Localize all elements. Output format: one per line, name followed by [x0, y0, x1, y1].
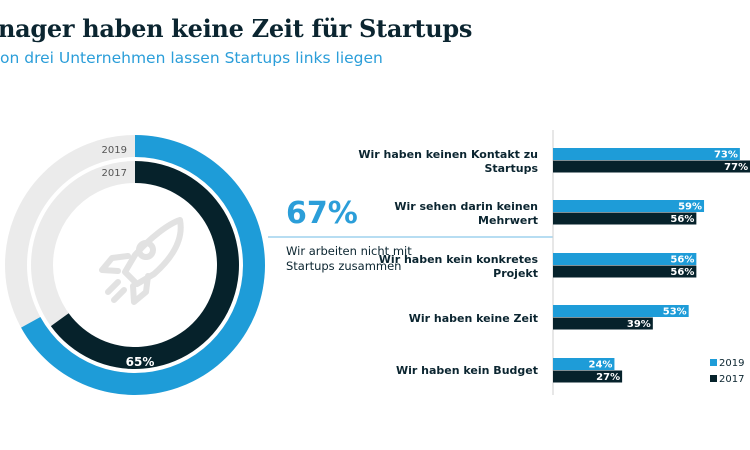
category-label: Wir haben kein Budget — [395, 364, 538, 377]
bar-value-label: 56% — [670, 255, 694, 266]
bar-2019 — [553, 305, 689, 317]
bar-2017 — [553, 370, 623, 383]
category-label: Wir haben kein konkretes Projekt — [378, 253, 538, 280]
bar-value-label: 73% — [714, 150, 738, 161]
ring-label-2017: 2017 — [102, 168, 127, 179]
bar-value-label: 77% — [724, 162, 748, 173]
bar-value-label: 56% — [670, 267, 694, 278]
bar-value-label: 24% — [589, 360, 613, 371]
legend: 2019 2017 — [710, 358, 744, 385]
bar-chart: 73%77%59%56%56%56%53%39%24%27% — [553, 148, 750, 383]
bar-2019 — [553, 358, 615, 370]
category-label: Wir haben keine Zeit — [408, 312, 538, 325]
bar-value-label: 56% — [670, 214, 694, 225]
bar-2019 — [553, 148, 740, 160]
legend-swatch-2017 — [710, 375, 717, 382]
bar-2019 — [553, 253, 697, 265]
bar-value-label: 59% — [678, 202, 702, 213]
highlight-label: Wir arbeiten nicht mit Startups zusammen — [286, 244, 412, 273]
category-label: Wir sehen darin keinen Mehrwert — [394, 200, 538, 227]
highlight-value: 67% — [286, 196, 358, 231]
bar-2017 — [553, 212, 697, 225]
bar-2017 — [553, 317, 653, 330]
ring-value-2017: 65% — [126, 355, 155, 369]
bar-2019 — [553, 200, 705, 212]
legend-label-2017: 2017 — [719, 374, 744, 385]
chart-title: nager haben keine Zeit für Startups — [0, 14, 473, 43]
bar-value-label: 53% — [663, 307, 687, 318]
bar-value-label: 27% — [596, 372, 620, 383]
bar-2017 — [553, 160, 750, 173]
donut-chart — [5, 135, 265, 395]
legend-label-2019: 2019 — [719, 358, 744, 369]
bar-value-label: 39% — [627, 319, 651, 330]
legend-swatch-2019 — [710, 359, 717, 366]
chart-subtitle: on drei Unternehmen lassen Startups link… — [0, 49, 383, 67]
bar-2017 — [553, 265, 697, 278]
ring-label-2019: 2019 — [102, 145, 127, 156]
category-label: Wir haben keinen Kontakt zu Startups — [358, 148, 538, 175]
rocket-icon — [99, 217, 184, 305]
